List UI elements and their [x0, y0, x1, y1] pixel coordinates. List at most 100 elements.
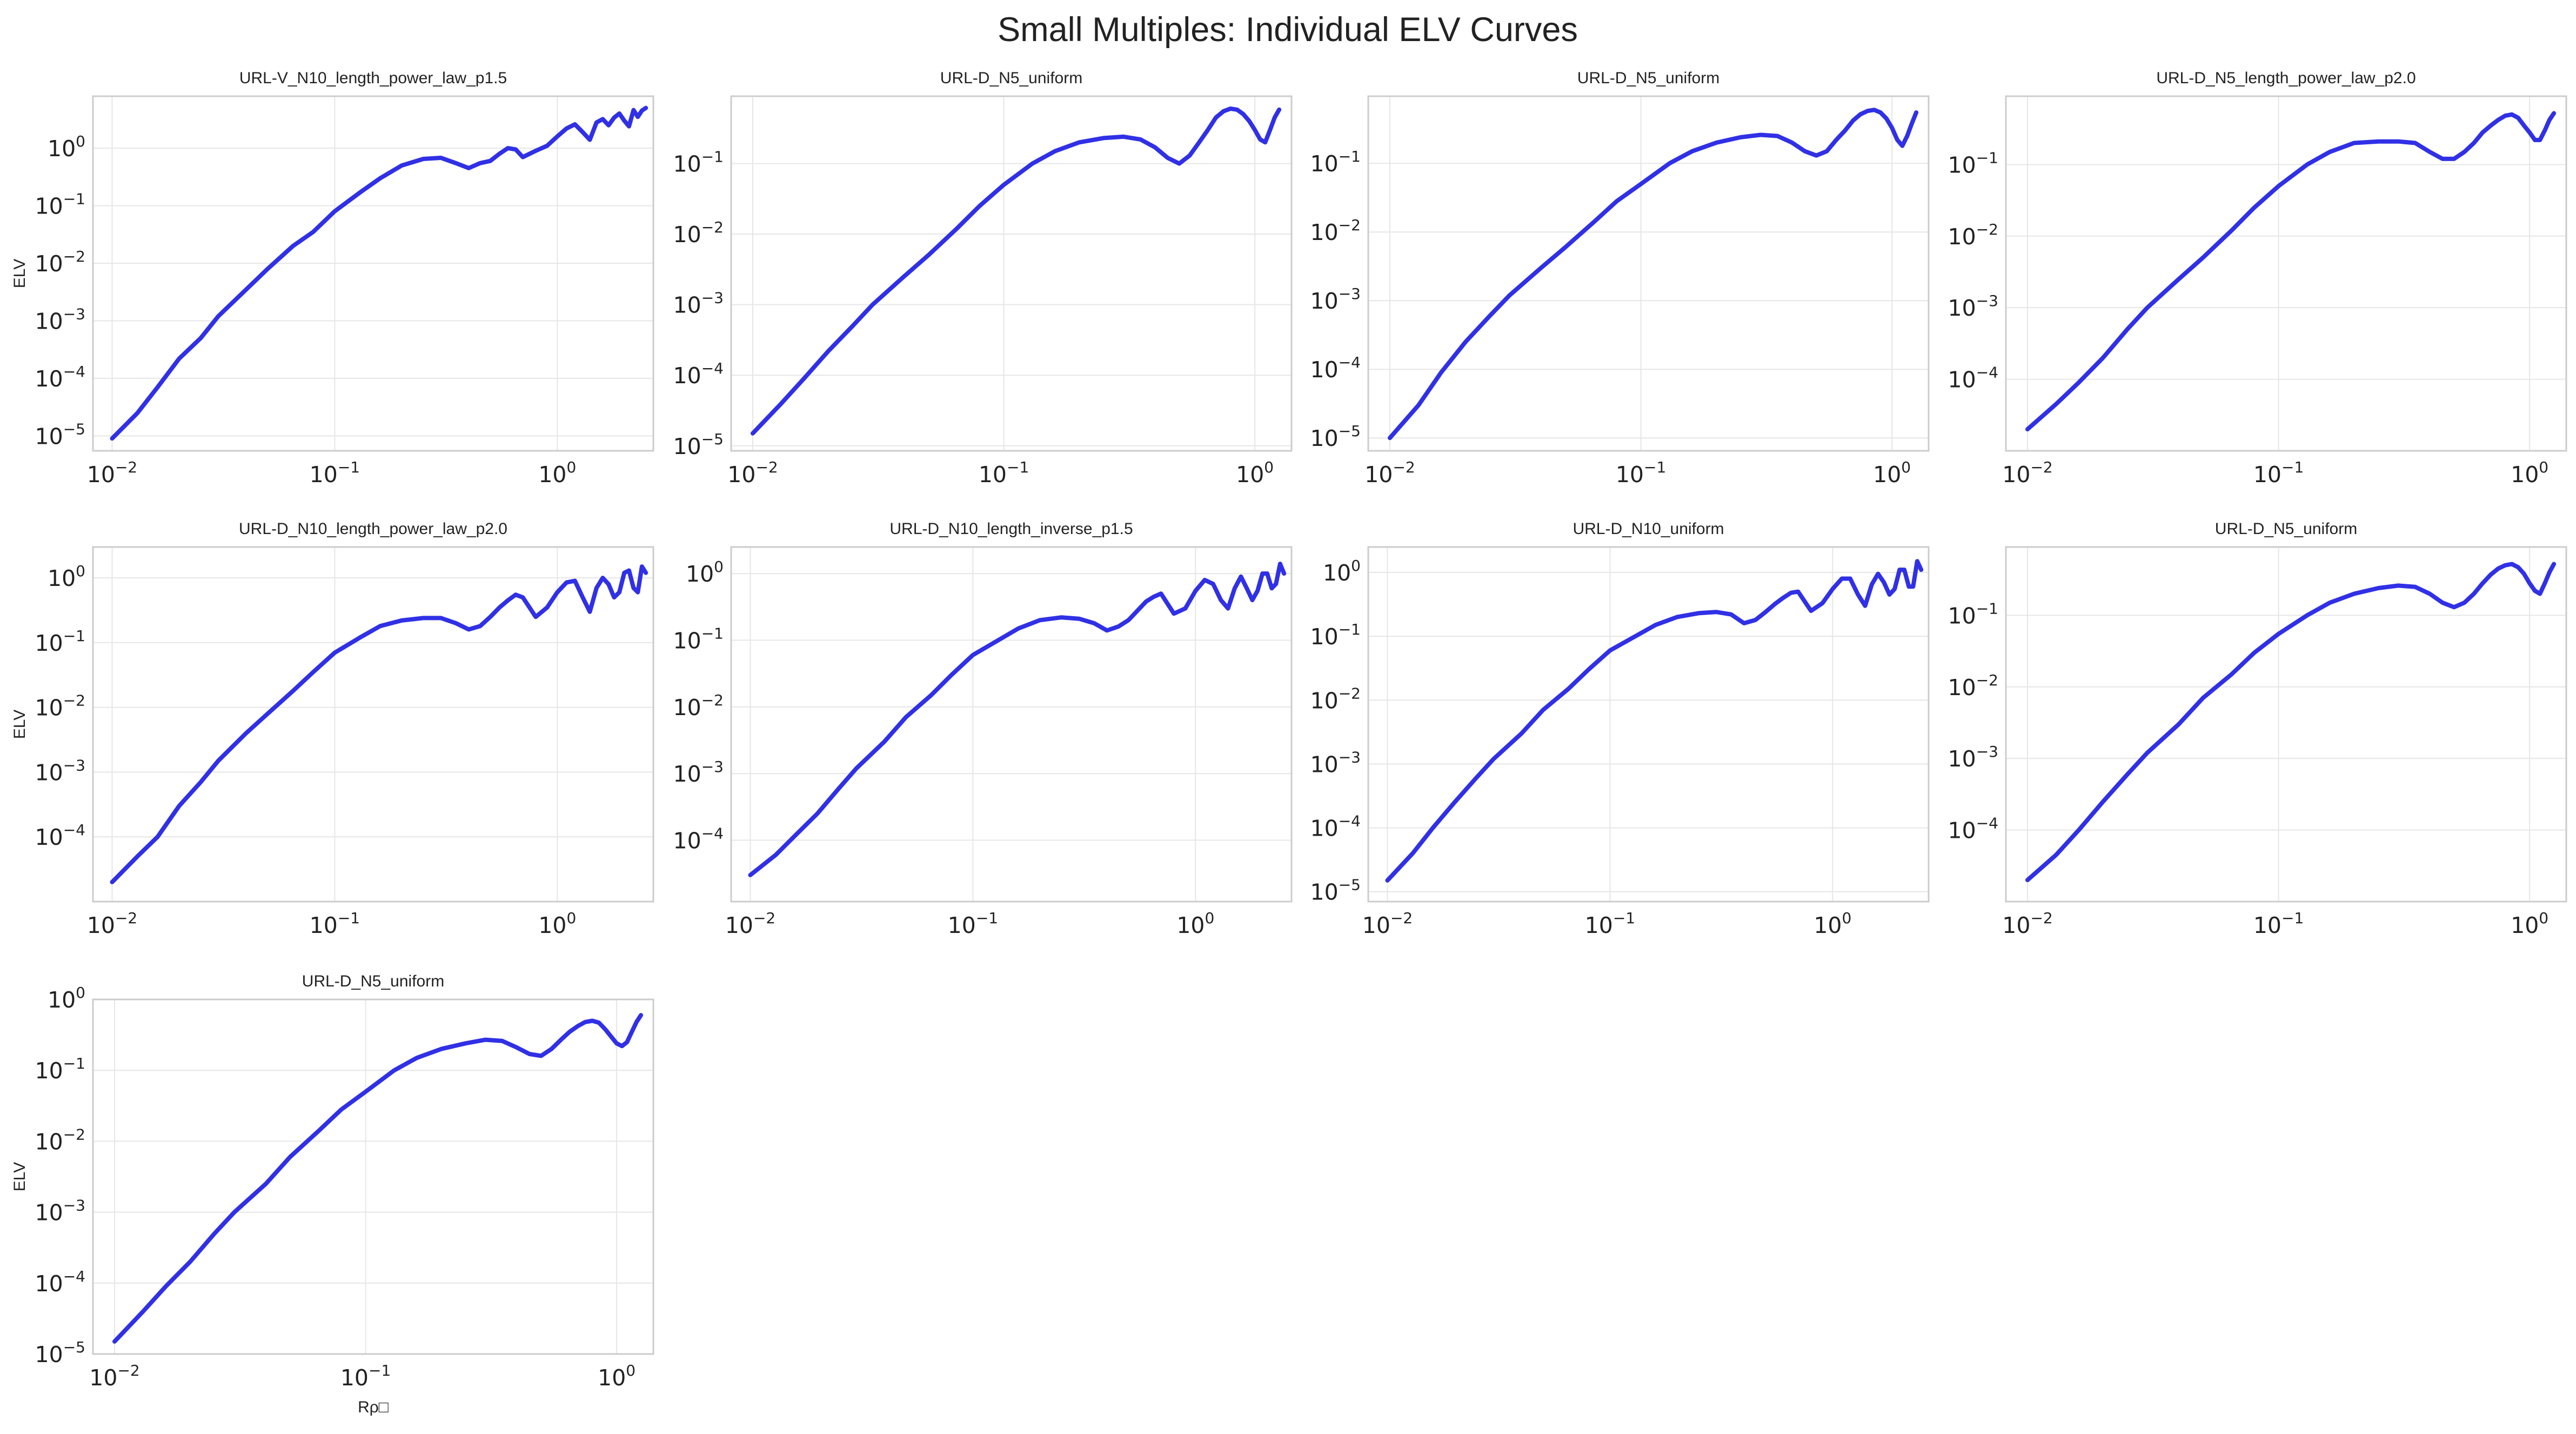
- y-tick-label: 10−4: [1310, 354, 1361, 383]
- y-tick-label: 10−1: [1948, 149, 1998, 178]
- y-tick-label: 10−1: [1948, 599, 1998, 629]
- grid-lines: [93, 96, 653, 451]
- elv-series-line: [751, 106, 1282, 436]
- panel-title: URL-D_N10_length_inverse_p1.5: [889, 520, 1133, 538]
- x-tick-label: 10−2: [1364, 458, 1415, 488]
- y-tick-label: 10−2: [35, 248, 85, 277]
- x-axis-label: Rρ□: [358, 1398, 389, 1416]
- y-tick-label: 10−3: [1948, 292, 1998, 321]
- x-tick-label: 10−1: [979, 458, 1029, 488]
- y-tick-label: 10−2: [1948, 671, 1998, 701]
- x-tick-label: 10−1: [340, 1362, 391, 1391]
- y-tick-label: 10−5: [1310, 876, 1361, 905]
- x-tick-label: 100: [1236, 458, 1274, 488]
- panel-4: URL-D_N5_length_power_law_p2.0 10−2 10−1 10…: [1948, 69, 2567, 488]
- y-axis-label: ELV: [11, 710, 29, 739]
- axes-frame: [92, 95, 654, 452]
- y-axis-label: ELV: [11, 1162, 29, 1191]
- panel-title: URL-D_N5_uniform: [940, 69, 1082, 87]
- panel-9: URL-D_N5_uniform 10−2 10−1 100 10−5 10−4 10−3 1…: [11, 972, 654, 1416]
- grid-lines: [2006, 96, 2566, 451]
- y-tick-label: 10−5: [1310, 422, 1361, 451]
- elv-series-line: [2025, 111, 2557, 432]
- y-tick-label: 10−4: [1310, 812, 1361, 842]
- y-tick-label: 10−2: [1310, 216, 1361, 245]
- axes-frame: [2005, 95, 2567, 452]
- panel-grid: URL-V_N10_length_power_law_p1.5 10−2 10−1 1…: [11, 69, 2567, 1416]
- elv-series-line: [110, 105, 648, 441]
- panel-8: URL-D_N5_uniform 10−2 10−1 100 10−4 10−3 10−2 1…: [1948, 520, 2567, 938]
- elv-series-line: [748, 562, 1287, 877]
- y-tick-label: 10−1: [673, 148, 724, 177]
- y-tick-label: 10−3: [1948, 743, 1998, 772]
- axes-frame: [2005, 546, 2567, 903]
- y-tick-label: 10−1: [1310, 148, 1361, 177]
- y-tick-label: 100: [686, 558, 724, 587]
- axes-frame: [1367, 95, 1930, 452]
- y-tick-label: 10−5: [35, 1338, 85, 1368]
- y-tick-label: 10−1: [1310, 621, 1361, 650]
- y-tick-label: 10−2: [1948, 221, 1998, 250]
- y-axis-label: ELV: [11, 259, 29, 288]
- y-tick-label: 100: [48, 984, 85, 1013]
- x-tick-label: 100: [598, 1362, 635, 1391]
- x-tick-label: 10−1: [310, 909, 360, 938]
- y-tick-label: 10−4: [35, 363, 85, 392]
- grid-lines: [93, 999, 653, 1355]
- y-tick-label: 10−4: [1948, 815, 1998, 844]
- x-tick-label: 10−2: [1362, 909, 1413, 938]
- x-tick-label: 100: [1873, 458, 1911, 488]
- axes-frame: [1367, 546, 1930, 903]
- axes-frame: [730, 95, 1293, 452]
- y-tick-label: 10−1: [673, 624, 724, 653]
- grid-lines: [731, 96, 1292, 451]
- y-tick-label: 10−3: [1310, 285, 1361, 314]
- panel-title: URL-D_N10_uniform: [1573, 520, 1724, 538]
- y-tick-label: 10−3: [35, 305, 85, 334]
- y-tick-label: 10−4: [1948, 364, 1998, 393]
- x-tick-label: 10−1: [1585, 909, 1635, 938]
- panel-title: URL-D_N10_length_power_law_p2.0: [239, 520, 507, 538]
- panel-2: URL-D_N5_uniform 10−2 10−1 100 10−5 10−4 10−3 1…: [673, 69, 1293, 488]
- grid-lines: [731, 547, 1292, 902]
- y-tick-label: 10−4: [35, 821, 85, 850]
- panel-title: URL-V_N10_length_power_law_p1.5: [239, 69, 507, 87]
- y-tick-label: 10−2: [673, 218, 724, 248]
- y-tick-label: 10−3: [673, 289, 724, 318]
- y-tick-label: 10−3: [1310, 748, 1361, 777]
- y-tick-label: 10−4: [673, 359, 724, 389]
- figure-title: Small Multiples: Individual ELV Curves: [998, 11, 1578, 49]
- panel-6: URL-D_N10_length_inverse_p1.5 10−2 10−1 100…: [673, 520, 1293, 938]
- x-tick-label: 100: [1814, 909, 1851, 938]
- panel-title: URL-D_N5_uniform: [1577, 69, 1719, 87]
- panel-title: URL-D_N5_length_power_law_p2.0: [2156, 69, 2416, 87]
- panel-7: URL-D_N10_uniform 10−2 10−1 100 10−5 10−4 10−3…: [1310, 520, 1930, 938]
- x-tick-label: 10−1: [1616, 458, 1666, 488]
- y-tick-label: 10−2: [35, 692, 85, 721]
- x-tick-label: 100: [2511, 909, 2548, 938]
- x-tick-label: 10−2: [725, 909, 775, 938]
- elv-series-line: [2025, 562, 2557, 883]
- y-tick-label: 10−1: [35, 190, 85, 219]
- x-tick-label: 100: [2511, 458, 2548, 488]
- x-tick-label: 10−1: [310, 458, 360, 488]
- grid-lines: [2006, 547, 2566, 902]
- y-tick-label: 10−3: [673, 758, 724, 787]
- elv-series-line: [112, 1013, 644, 1344]
- elv-series-line: [1385, 559, 1924, 883]
- y-tick-label: 100: [1323, 557, 1361, 586]
- x-tick-label: 10−2: [89, 1362, 139, 1391]
- x-tick-label: 10−1: [2253, 458, 2304, 488]
- grid-lines: [1368, 547, 1929, 902]
- x-tick-label: 10−2: [2002, 458, 2052, 488]
- elv-series-line: [110, 564, 648, 884]
- y-tick-label: 10−5: [35, 420, 85, 449]
- x-tick-label: 10−2: [2002, 909, 2052, 938]
- x-tick-label: 100: [1176, 909, 1214, 938]
- axes-frame: [92, 998, 654, 1355]
- y-tick-label: 10−2: [673, 691, 724, 721]
- x-tick-label: 100: [538, 909, 576, 938]
- x-tick-label: 10−1: [948, 909, 998, 938]
- y-tick-label: 100: [48, 132, 85, 162]
